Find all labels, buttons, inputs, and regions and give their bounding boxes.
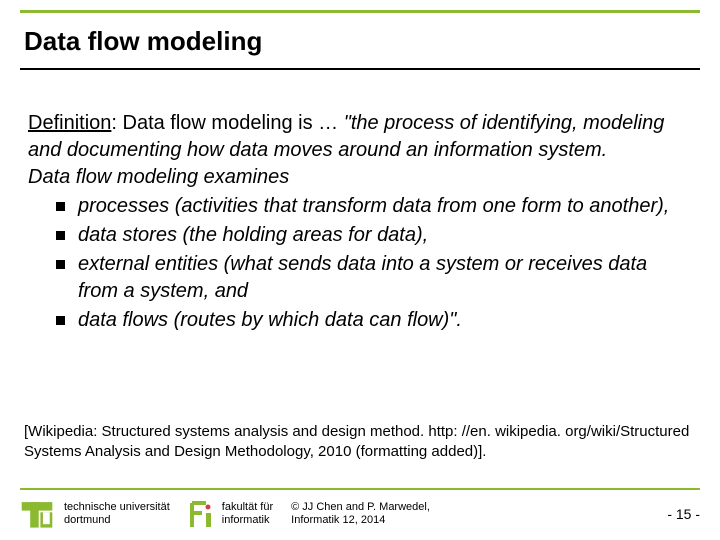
title-underline: [20, 68, 700, 70]
citation-text: [Wikipedia: Structured systems analysis …: [24, 422, 696, 461]
bullet-item: processes (activities that transform dat…: [56, 193, 692, 220]
copyright-block: © JJ Chen and P. Marwedel, Informatik 12…: [291, 501, 430, 527]
bullet-item: data stores (the holding areas for data)…: [56, 222, 692, 249]
page-number: - 15 -: [667, 506, 700, 522]
definition-lead: : Data flow modeling is …: [111, 112, 343, 134]
bullet-item: external entities (what sends data into …: [56, 251, 692, 305]
footer: technische universität dortmund fakultät…: [20, 494, 700, 534]
bottom-accent-rule: [20, 488, 700, 490]
university-line2: dortmund: [64, 514, 170, 527]
faculty-line1: fakultät für: [222, 501, 273, 514]
slide: Data flow modeling Definition: Data flow…: [0, 0, 720, 540]
definition-bullets: processes (activities that transform dat…: [28, 193, 692, 334]
faculty-name: fakultät für informatik: [222, 501, 273, 527]
faculty-line2: informatik: [222, 514, 273, 527]
copyright-line1: © JJ Chen and P. Marwedel,: [291, 501, 430, 514]
university-line1: technische universität: [64, 501, 170, 514]
copyright-line2: Informatik 12, 2014: [291, 514, 430, 527]
body-text: Definition: Data flow modeling is … "the…: [28, 110, 692, 336]
top-accent-rule: [20, 10, 700, 13]
tu-logo-icon: [20, 497, 54, 531]
bullet-item: data flows (routes by which data can flo…: [56, 307, 692, 334]
definition-examines: Data flow modeling examines: [28, 164, 692, 191]
university-name: technische universität dortmund: [64, 501, 170, 527]
slide-title: Data flow modeling: [24, 26, 262, 57]
definition-label: Definition: [28, 112, 111, 134]
fi-logo-icon: [188, 499, 214, 529]
